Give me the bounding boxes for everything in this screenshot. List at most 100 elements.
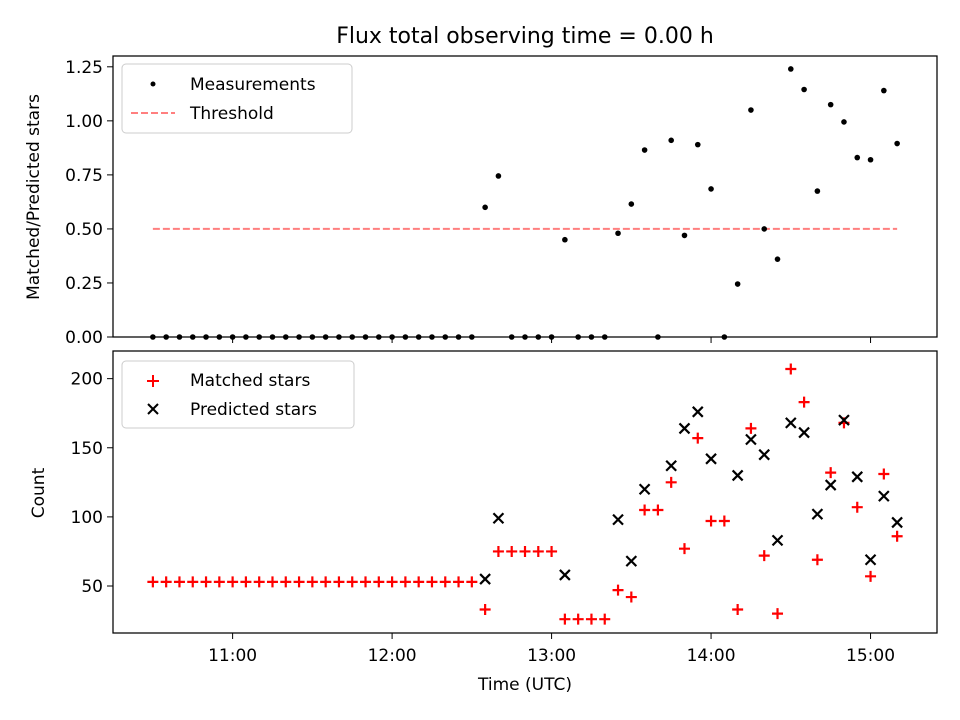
predicted-star-point (638, 483, 651, 496)
matched-star-point (585, 613, 597, 625)
x-tick-label: 14:00 (687, 646, 736, 666)
measurement-point (761, 226, 768, 232)
matched-star-point (147, 576, 159, 588)
bottom-y-tick-label: 200 (71, 370, 103, 390)
measurements-legend-label: Measurements (190, 75, 316, 95)
matched-star-point (785, 363, 797, 375)
matched-star-point (572, 613, 584, 625)
matched-star-point (732, 604, 744, 615)
x-tick-label: 12:00 (368, 646, 417, 666)
x-tick-label: 11:00 (208, 646, 257, 666)
measurement-point (681, 232, 688, 239)
top-y-tick-label: 0.00 (65, 328, 103, 348)
matched-star-point (772, 608, 784, 620)
bottom-y-axis-label: Count (29, 467, 49, 518)
matched-star-point (865, 570, 877, 582)
top-y-axis-label: Matched/Predicted stars (24, 94, 44, 300)
measurement-point (495, 173, 502, 179)
measurement-point (894, 140, 900, 147)
bottom-y-tick-label: 100 (71, 508, 103, 528)
matched-legend-marker (147, 375, 159, 387)
predicted-star-point (824, 479, 837, 491)
matched-star-point (519, 545, 531, 557)
matched-star-point (293, 576, 305, 588)
x-tick-label: 15:00 (846, 646, 895, 666)
measurement-point (748, 107, 754, 113)
x-tick-label: 13:00 (527, 646, 576, 666)
predicted-star-point (851, 471, 864, 483)
matched-star-point (492, 545, 504, 557)
matched-star-point (466, 576, 478, 588)
measurement-point (881, 87, 887, 94)
top-y-tick-label: 1.25 (65, 58, 103, 78)
matched-star-point (798, 396, 810, 408)
matched-star-point (426, 576, 438, 588)
top-legend: Measurements Threshold (121, 63, 353, 134)
bottom-x-ticks: 11:00 12:00 13:00 14:00 15:00 (208, 633, 895, 666)
matched-star-point (692, 432, 704, 444)
matched-star-point (280, 576, 292, 588)
predicted-star-point (625, 555, 638, 567)
bottom-panel: 50 100 150 200 11:00 12:00 13:00 14:00 15:00 Co… (29, 350, 938, 695)
matched-star-point (506, 545, 518, 557)
predicted-star-point (678, 422, 691, 435)
measurement-point (562, 236, 568, 243)
matched-star-point (811, 554, 823, 566)
matched-star-point (612, 584, 624, 596)
measurement-point (867, 156, 874, 163)
predicted-star-point (771, 534, 784, 547)
matched-star-point (652, 504, 664, 516)
measurement-point (774, 256, 781, 262)
matched-star-point (160, 576, 172, 588)
predicted-star-point (811, 508, 824, 520)
matched-star-point (360, 576, 372, 588)
top-y-ticks: 0.00 0.25 0.50 0.75 1.00 1.25 (65, 58, 113, 348)
matched-star-point (173, 576, 185, 588)
measurement-point (841, 119, 847, 125)
matched-star-point (399, 576, 411, 588)
matched-star-point (346, 576, 358, 588)
matched-star-point (891, 530, 903, 542)
matched-star-point (625, 591, 637, 603)
bottom-plot-area (147, 363, 903, 625)
matched-star-point (253, 576, 265, 588)
predicted-legend-label: Predicted stars (190, 400, 317, 420)
matched-star-point (213, 576, 225, 588)
predicted-star-point (758, 448, 771, 461)
bottom-axes-frame (112, 350, 938, 634)
measurement-point (827, 101, 834, 108)
matched-star-point (386, 576, 398, 588)
matched-star-point (599, 613, 611, 625)
matched-star-point (479, 604, 491, 615)
top-x-ticks (232, 337, 872, 343)
measurement-point (615, 230, 621, 237)
matched-star-point (306, 576, 318, 588)
measurement-point (628, 201, 635, 207)
predicted-star-point (891, 516, 903, 529)
matched-star-point (240, 576, 252, 588)
top-legend-box (121, 63, 353, 134)
measurement-point (668, 137, 674, 144)
top-y-tick-label: 0.50 (65, 220, 103, 240)
bottom-legend: Matched stars Predicted stars (121, 360, 355, 429)
matched-star-point (559, 613, 571, 625)
matched-star-point (878, 468, 890, 480)
predicted-star-point (731, 469, 744, 482)
predicted-star-point (785, 417, 797, 429)
matched-star-point (187, 576, 199, 588)
predicted-star-point (665, 459, 677, 472)
measurement-point (641, 147, 648, 153)
predicted-star-point (559, 569, 571, 581)
predicted-star-point (838, 414, 850, 426)
matched-star-point (227, 576, 239, 588)
bottom-y-tick-label: 150 (71, 439, 103, 459)
measurement-point (694, 141, 701, 148)
measurement-point (801, 86, 807, 93)
matched-star-point (333, 576, 345, 588)
top-axes-frame (112, 55, 938, 338)
matched-star-point (413, 576, 425, 588)
matched-star-point (745, 422, 757, 434)
bottom-legend-box (121, 360, 355, 429)
threshold-legend-label: Threshold (189, 104, 274, 124)
